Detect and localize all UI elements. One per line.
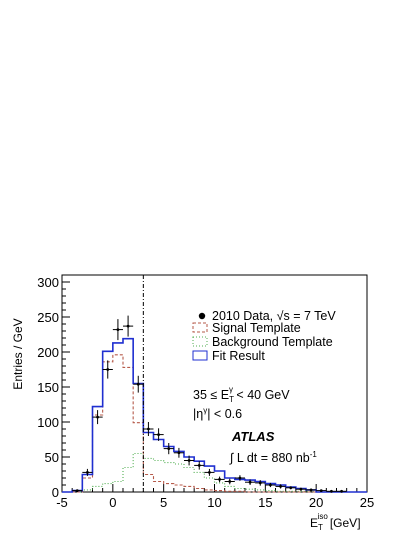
data-point-marker [75, 489, 79, 492]
background-template-histogram [62, 452, 367, 493]
data-point-marker [228, 480, 232, 483]
data-point-marker [197, 464, 201, 467]
x-tick-label: 10 [207, 495, 221, 510]
data-point-marker [167, 447, 171, 450]
x-tick-label: -5 [56, 495, 68, 510]
data-point [92, 410, 103, 425]
y-tick-label: 250 [37, 310, 59, 325]
data-point-marker [147, 427, 150, 431]
data-point-marker [258, 481, 262, 485]
data-point [295, 487, 306, 491]
legend-data-marker [198, 312, 206, 320]
legend-data-label: 2010 Data, √s = 7 TeV [212, 309, 336, 323]
data-point [336, 489, 347, 493]
eta-cut-annotation: |ηγ| < 0.6 [193, 406, 242, 421]
data-point [306, 488, 317, 492]
x-tick-label: 5 [160, 495, 167, 510]
data-point [72, 489, 83, 492]
x-tick-label: 20 [309, 495, 323, 510]
data-point [123, 315, 134, 337]
y-tick-label: 100 [37, 415, 59, 430]
data-point [153, 428, 164, 441]
data-point-marker [340, 489, 343, 493]
data-point [265, 482, 276, 488]
data-point [82, 468, 93, 476]
plot-frame [61, 274, 368, 493]
data-point-marker [299, 487, 303, 491]
data-point-marker [279, 485, 282, 488]
signal-template-histogram [62, 354, 367, 493]
data-point-marker [126, 324, 130, 328]
data-point-marker [208, 471, 211, 474]
data-point-marker [309, 488, 313, 492]
data-point-marker [218, 478, 221, 481]
x-tick-label: 25 [360, 495, 374, 510]
legend-fit-label: Fit Result [212, 349, 265, 363]
data-point-marker [269, 483, 272, 487]
y-axis: 0 50 100 150 200 250 300 [37, 274, 70, 500]
data-point [255, 480, 266, 486]
data-point [173, 447, 184, 458]
data-point [112, 319, 123, 341]
data-point-marker [330, 489, 333, 493]
data-point [143, 422, 154, 436]
y-tick-label: 200 [37, 345, 59, 360]
legend-signal-label: Signal Template [212, 321, 301, 335]
data-point-marker [96, 415, 99, 419]
data-point [163, 443, 174, 455]
data-point [204, 468, 215, 476]
legend-background-box [192, 336, 208, 347]
atlas-label: ATLAS [231, 429, 275, 444]
legend-fit-box [192, 350, 208, 361]
data-point-marker [106, 368, 110, 371]
data-point-marker [177, 451, 181, 455]
data-point-marker [157, 433, 160, 436]
data-point [102, 360, 113, 379]
y-tick-label: 50 [45, 450, 59, 465]
data-point [245, 479, 256, 485]
legend-background-label: Background Template [212, 335, 333, 349]
y-tick-label: 150 [37, 380, 59, 395]
x-tick-label: 0 [109, 495, 116, 510]
data-point [316, 489, 327, 492]
data-point [224, 478, 235, 485]
data-point [285, 486, 296, 490]
et-cut-annotation: 35 ≤ ETγ < 40 GeV [193, 385, 290, 404]
data-point-marker [136, 382, 140, 386]
data-point [194, 461, 205, 470]
data-point-marker [116, 328, 120, 331]
x-tick-label: 15 [258, 495, 272, 510]
data-point-marker [238, 476, 242, 480]
legend: 2010 Data, √s = 7 TeV Signal Template Ba… [192, 309, 336, 363]
legend-signal-box [192, 322, 208, 333]
data-point-marker [86, 471, 89, 474]
data-point-marker [248, 480, 252, 484]
data-point [184, 455, 195, 466]
y-tick-label: 300 [37, 275, 59, 290]
y-tick-label: 0 [52, 485, 59, 500]
data-point [133, 375, 144, 393]
x-axis: -5 0 5 10 15 20 25 [56, 484, 374, 510]
luminosity-annotation: ∫ L dt = 880 nb-1 [229, 450, 317, 465]
y-axis-title: Entries / GeV [11, 318, 25, 389]
data-point [234, 475, 245, 481]
data-point [275, 484, 286, 489]
x-axis-title: ETiso [GeV] [310, 512, 361, 532]
data-point-marker [187, 459, 191, 462]
histogram-series [62, 315, 367, 493]
data-point-marker [319, 489, 323, 492]
data-point [326, 489, 337, 493]
data-point-marker [289, 486, 293, 490]
data-point [214, 476, 225, 483]
